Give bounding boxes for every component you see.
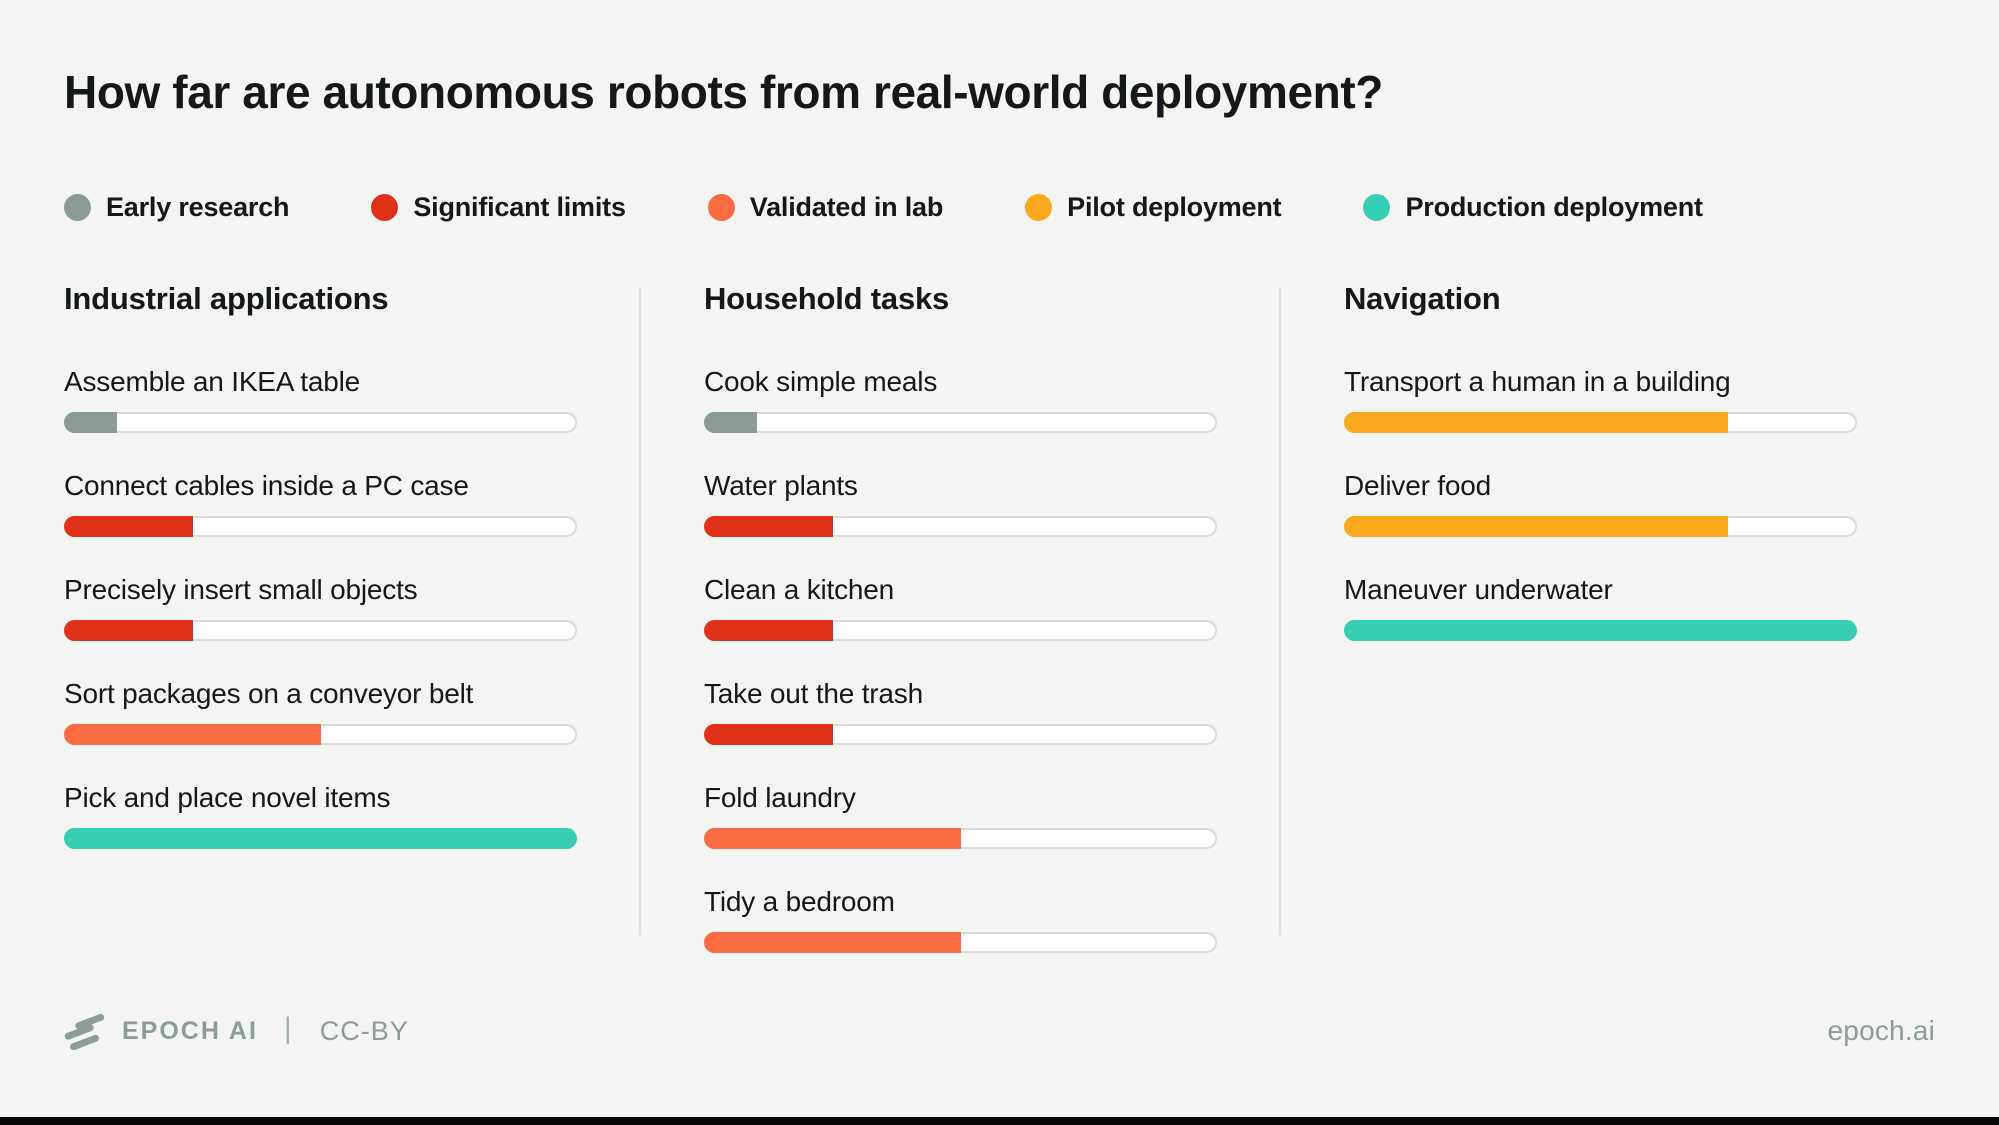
progress-bar-fill	[64, 516, 194, 538]
task-label: Connect cables inside a PC case	[64, 470, 469, 502]
progress-bar-fill	[64, 412, 117, 434]
progress-bar-track	[704, 828, 1217, 850]
task-row: Pick and place novel items	[64, 781, 577, 850]
task-label: Fold laundry	[704, 782, 856, 814]
task-list: Cook simple meals Water plants Clean a k…	[704, 365, 1217, 954]
legend-label: Significant limits	[413, 192, 626, 223]
task-label: Cook simple meals	[704, 366, 938, 398]
task-group: Industrial applications Assemble an IKEA…	[64, 281, 577, 989]
legend-item: Validated in lab	[707, 192, 944, 223]
progress-bar-track	[64, 620, 577, 642]
progress-bar-track	[64, 724, 577, 746]
task-row: Assemble an IKEA table	[64, 365, 577, 434]
task-list: Assemble an IKEA table Connect cables in…	[64, 365, 577, 850]
task-row: Deliver food	[1344, 469, 1857, 538]
task-label: Assemble an IKEA table	[64, 366, 360, 398]
legend: Early research Significant limits Valida…	[64, 192, 1935, 223]
group-title: Industrial applications	[64, 281, 389, 317]
task-row: Precisely insert small objects	[64, 573, 577, 642]
task-row: Maneuver underwater	[1344, 573, 1857, 642]
task-label: Clean a kitchen	[704, 574, 895, 606]
progress-bar-fill	[704, 412, 757, 434]
legend-item: Pilot deployment	[1025, 192, 1282, 223]
progress-bar-fill	[1344, 620, 1857, 642]
task-label: Water plants	[704, 470, 858, 502]
bottom-border-bar	[0, 1117, 1999, 1125]
license-label: CC-BY	[319, 1015, 409, 1046]
chart-columns: Industrial applications Assemble an IKEA…	[64, 281, 1935, 989]
legend-label: Production deployment	[1405, 192, 1703, 223]
task-row: Water plants	[704, 469, 1217, 538]
progress-bar-track	[704, 516, 1217, 538]
progress-bar-track	[1344, 620, 1857, 642]
task-label: Sort packages on a conveyor belt	[64, 678, 474, 710]
site-url: epoch.ai	[1827, 1015, 1935, 1046]
task-row: Sort packages on a conveyor belt	[64, 677, 577, 746]
progress-bar-fill	[704, 828, 961, 850]
task-label: Take out the trash	[704, 678, 923, 710]
progress-bar-track	[704, 724, 1217, 746]
task-row: Connect cables inside a PC case	[64, 469, 577, 538]
progress-bar-fill	[704, 724, 834, 746]
legend-dot-icon	[1025, 194, 1053, 222]
brand-lockup: EPOCH AI | CC-BY	[64, 1012, 409, 1050]
progress-bar-track	[64, 516, 577, 538]
task-row: Tidy a bedroom	[704, 885, 1217, 954]
legend-dot-icon	[64, 194, 91, 222]
column-divider	[1279, 287, 1281, 936]
footer-separator: |	[283, 1012, 292, 1045]
progress-bar-track	[64, 412, 577, 434]
progress-bar-fill	[64, 620, 194, 642]
task-row: Fold laundry	[704, 781, 1217, 850]
progress-bar-fill	[1344, 412, 1728, 434]
legend-item: Early research	[64, 192, 290, 223]
progress-bar-fill	[64, 724, 321, 746]
group-title: Navigation	[1344, 281, 1501, 317]
brand-name: EPOCH AI	[122, 1016, 258, 1045]
legend-dot-icon	[707, 194, 735, 222]
legend-label: Pilot deployment	[1067, 192, 1282, 223]
legend-item: Production deployment	[1363, 192, 1703, 223]
task-row: Clean a kitchen	[704, 573, 1217, 642]
progress-bar-fill	[64, 828, 577, 850]
progress-bar-track	[1344, 412, 1857, 434]
legend-label: Early research	[106, 192, 290, 223]
progress-bar-fill	[704, 932, 961, 954]
legend-label: Validated in lab	[749, 192, 944, 223]
progress-bar-track	[64, 828, 577, 850]
progress-bar-track	[1344, 516, 1857, 538]
legend-item: Significant limits	[371, 192, 626, 223]
progress-bar-fill	[704, 516, 834, 538]
task-row: Transport a human in a building	[1344, 365, 1857, 434]
legend-dot-icon	[1363, 194, 1391, 222]
task-group: Household tasks Cook simple meals Water …	[704, 281, 1217, 989]
infographic: How far are autonomous robots from real-…	[64, 66, 1935, 989]
group-title: Household tasks	[704, 281, 950, 317]
progress-bar-track	[704, 412, 1217, 434]
page-title: How far are autonomous robots from real-…	[64, 66, 1383, 118]
legend-dot-icon	[371, 194, 399, 222]
task-group: Navigation Transport a human in a buildi…	[1344, 281, 1857, 989]
task-row: Take out the trash	[704, 677, 1217, 746]
task-row: Cook simple meals	[704, 365, 1217, 434]
footer: EPOCH AI | CC-BY epoch.ai	[64, 1012, 1935, 1050]
progress-bar-track	[704, 932, 1217, 954]
task-label: Pick and place novel items	[64, 782, 391, 814]
progress-bar-track	[704, 620, 1217, 642]
task-label: Tidy a bedroom	[704, 886, 895, 918]
epoch-ai-logo-icon	[64, 1013, 105, 1050]
task-label: Precisely insert small objects	[64, 574, 418, 606]
progress-bar-fill	[704, 620, 834, 642]
task-label: Deliver food	[1344, 470, 1492, 502]
task-label: Maneuver underwater	[1344, 574, 1613, 606]
task-list: Transport a human in a building Deliver …	[1344, 365, 1857, 642]
progress-bar-fill	[1344, 516, 1728, 538]
task-label: Transport a human in a building	[1344, 366, 1731, 398]
column-divider	[639, 287, 641, 936]
